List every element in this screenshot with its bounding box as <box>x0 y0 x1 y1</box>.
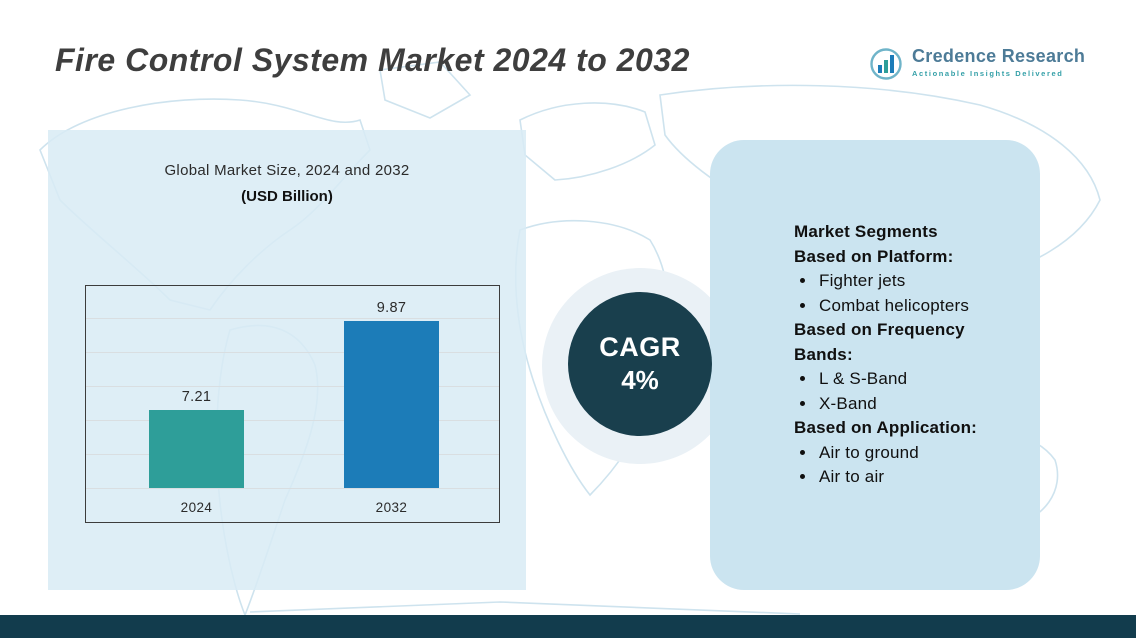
logo-tagline: Actionable Insights Delivered <box>912 69 1064 78</box>
segment-list-platform: Fighter jets Combat helicopters <box>794 269 1022 318</box>
logo-text: Credence Research Actionable Insights De… <box>912 46 1085 78</box>
cagr-label: CAGR <box>599 332 681 362</box>
segment-heading-platform: Based on Platform: <box>794 246 954 266</box>
logo-brand: Credence Research <box>912 46 1086 66</box>
segments-title: Market Segments <box>794 222 938 241</box>
bar-group-2024: 7.21 <box>149 389 244 488</box>
bar-category-2032: 2032 <box>375 500 408 515</box>
credence-research-logo: Credence Research Actionable Insights De… <box>868 46 1085 82</box>
list-item: Air to air <box>817 465 1022 490</box>
bar-value-2024: 7.21 <box>181 389 212 405</box>
chart-title: Global Market Size, 2024 and 2032 <box>164 162 410 179</box>
chart-subtitle: (USD Billion) <box>241 188 333 205</box>
footer-bar <box>0 615 1136 638</box>
page-title: Fire Control System Market 2024 to 2032 <box>55 42 690 78</box>
bar-2032 <box>344 321 439 488</box>
bar-chart: 7.21 9.87 2024 2032 <box>85 285 500 523</box>
list-item: X-Band <box>817 392 1022 417</box>
bar-group-2032: 9.87 <box>344 300 439 488</box>
list-item: Fighter jets <box>817 269 1022 294</box>
segment-heading-application: Based on Application: <box>794 418 978 437</box>
list-item: Combat helicopters <box>817 294 1022 319</box>
segment-list-application: Air to ground Air to air <box>794 441 1022 490</box>
bar-2024 <box>149 410 244 488</box>
list-item: Air to ground <box>817 441 1022 466</box>
market-segments-panel: Market Segments Based on Platform: Fight… <box>710 140 1040 590</box>
logo-chart-icon <box>870 48 902 80</box>
segment-list-frequency: L & S-Band X-Band <box>794 367 1022 416</box>
bar-value-2032: 9.87 <box>376 300 407 316</box>
bar-category-2024: 2024 <box>180 500 213 515</box>
list-item: L & S-Band <box>817 367 1022 392</box>
cagr-value: 4% <box>621 365 659 395</box>
cagr-badge: CAGR 4% <box>568 292 712 436</box>
segment-heading-frequency: Based on Frequency Bands: <box>794 320 965 364</box>
